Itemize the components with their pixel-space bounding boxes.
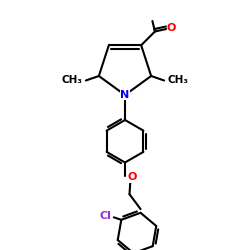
- Text: CH₃: CH₃: [62, 76, 82, 86]
- Text: N: N: [120, 90, 130, 100]
- Text: O: O: [128, 172, 137, 182]
- Text: CH₃: CH₃: [168, 76, 188, 86]
- Text: Cl: Cl: [99, 211, 111, 221]
- Text: O: O: [167, 23, 176, 33]
